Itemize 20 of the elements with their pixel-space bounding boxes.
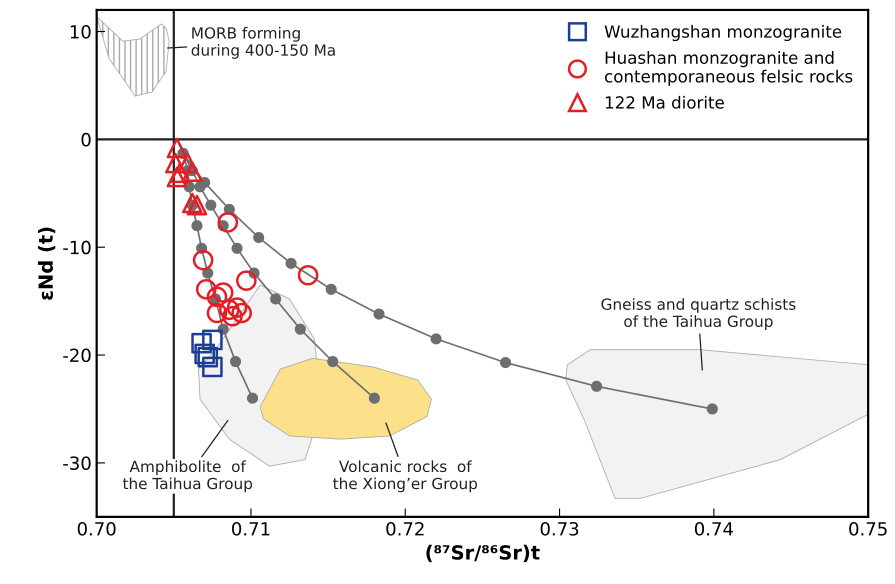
y-tick-label: 0 bbox=[82, 132, 91, 146]
y-tick-label: -10 bbox=[63, 240, 91, 254]
y-tick-label: -20 bbox=[63, 348, 91, 362]
x-tick-label: 0.70 bbox=[78, 522, 116, 536]
x-tick-label: 0.75 bbox=[849, 522, 887, 536]
y-tick-label: 10 bbox=[70, 24, 91, 39]
x-tick-label: 0.73 bbox=[540, 522, 578, 536]
legend-label: Wuzhangshan monzogranite bbox=[604, 24, 842, 42]
annotation: MORB forming during 400-150 Ma bbox=[192, 26, 335, 59]
legend-label: 122 Ma diorite bbox=[606, 96, 724, 109]
x-tick-label: 0.74 bbox=[694, 522, 733, 536]
y-tick-label: -30 bbox=[63, 456, 91, 470]
x-tick-label: 0.72 bbox=[386, 522, 424, 536]
y-axis-title: εNd (t) bbox=[38, 228, 56, 300]
annotation: Gneiss and quartz schists of the Taihua Group bbox=[601, 298, 796, 330]
annotation: Volcanic rocks of the Xiong’er Group bbox=[333, 460, 478, 492]
annotation: Amphibolite of the Taihua Group bbox=[122, 460, 252, 492]
x-axis-title: (⁸⁷Sr/⁸⁶Sr)t bbox=[426, 544, 540, 562]
legend-label: Huashan monzogranite and contemporaneous felsic rocks bbox=[605, 51, 852, 86]
x-tick-label: 0.71 bbox=[232, 522, 270, 536]
